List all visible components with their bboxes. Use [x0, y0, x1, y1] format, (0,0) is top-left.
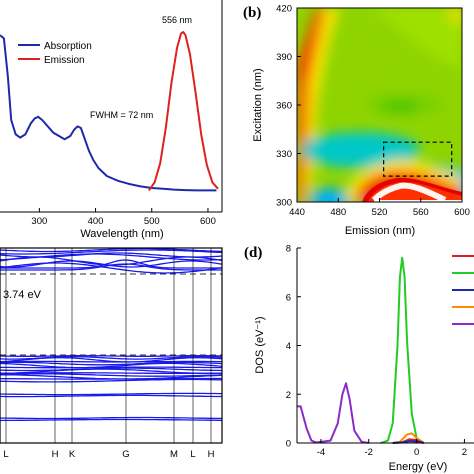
a-x-axis-label: Wavelength (nm)	[80, 228, 163, 240]
d-x-axis-label: Energy (eV)	[389, 461, 448, 473]
conduction-band	[0, 263, 222, 271]
d-x-tick-label: 2	[462, 447, 467, 458]
dos-curve	[297, 382, 369, 444]
b-x-tick-label: 440	[289, 207, 305, 218]
band-gap-label: 3.74 eV	[3, 289, 42, 301]
deep-band	[0, 416, 222, 420]
valence-band	[0, 377, 222, 380]
d-y-axis-label: DOS (eV⁻¹)	[254, 316, 266, 373]
b-y-tick-label: 300	[276, 198, 292, 209]
series-emission-line	[148, 31, 219, 191]
d-y-tick-label: 8	[286, 244, 291, 255]
d-y-tick-label: 4	[286, 341, 291, 352]
valence-band	[0, 378, 222, 383]
legend-absorption-label: Absorption	[44, 41, 92, 52]
c-x-tick-label: L	[190, 449, 195, 460]
highlight-box	[383, 141, 453, 177]
d-x-tick-label: -4	[317, 447, 325, 458]
legend-emission-label: Emission	[44, 55, 85, 66]
conduction-band	[0, 259, 222, 269]
c-x-tick-label: H	[52, 449, 59, 460]
b-y-tick-label: 420	[276, 4, 292, 15]
a-x-tick-label: 300	[31, 216, 47, 227]
d-y-tick-label: 2	[286, 390, 291, 401]
b-plot-frame	[296, 7, 463, 203]
peak-annotation: 556 nm	[162, 15, 192, 25]
panel-b-label: (b)	[243, 5, 261, 21]
b-y-axis-label: Excitation (nm)	[252, 68, 264, 141]
b-x-tick-label: 560	[413, 207, 429, 218]
deep-band	[0, 418, 222, 422]
dos-curve	[380, 256, 425, 444]
c-x-tick-label: G	[122, 449, 129, 460]
d-x-tick-label: -2	[365, 447, 373, 458]
conduction-band	[0, 262, 222, 274]
fwhm-annotation: FWHM = 72 nm	[90, 110, 153, 120]
c-x-tick-label: L	[3, 449, 8, 460]
heatmap	[297, 8, 462, 202]
b-x-tick-label: 480	[330, 207, 346, 218]
series-absorption-line	[0, 34, 217, 192]
deep-band	[0, 392, 222, 396]
b-x-tick-label: 600	[454, 207, 470, 218]
d-y-tick-label: 6	[286, 292, 291, 303]
valence-band	[0, 361, 222, 366]
c-x-tick-label: M	[170, 449, 178, 460]
valence-band	[0, 367, 222, 372]
d-x-tick-label: 0	[414, 447, 419, 458]
deep-band	[0, 394, 222, 398]
c-x-tick-label: K	[69, 449, 76, 460]
b-x-axis-label: Emission (nm)	[345, 225, 415, 237]
b-y-tick-label: 330	[276, 149, 292, 160]
b-x-tick-label: 520	[372, 207, 388, 218]
valence-band	[0, 373, 222, 377]
panel-b: (b) 440 480 520 56	[243, 4, 470, 238]
conduction-band	[0, 249, 222, 255]
b-y-tick-label: 390	[276, 52, 292, 63]
valence-band	[0, 372, 222, 375]
c-plot-frame	[0, 247, 223, 444]
valence-band	[0, 362, 222, 369]
valence-band	[0, 355, 222, 357]
a-x-tick-label: 600	[200, 216, 216, 227]
panel-d: (d) -4 -2 0 2 0 2 4 6 8 Energy (eV) DOS (eV⁻¹)	[244, 244, 474, 473]
a-x-tick-label: 500	[144, 216, 160, 227]
a-x-tick-label: 400	[88, 216, 104, 227]
d-y-tick-label: 0	[286, 439, 291, 450]
valence-band	[0, 366, 222, 369]
valence-band	[0, 357, 222, 363]
c-x-tick-label: H	[208, 449, 215, 460]
panel-a: 300 400 500 600 Absorption Emission 556 nm …	[0, 0, 223, 240]
valence-band	[0, 360, 222, 363]
b-y-tick-label: 360	[276, 101, 292, 112]
conduction-band	[0, 248, 222, 253]
panel-d-label: (d)	[244, 245, 262, 261]
